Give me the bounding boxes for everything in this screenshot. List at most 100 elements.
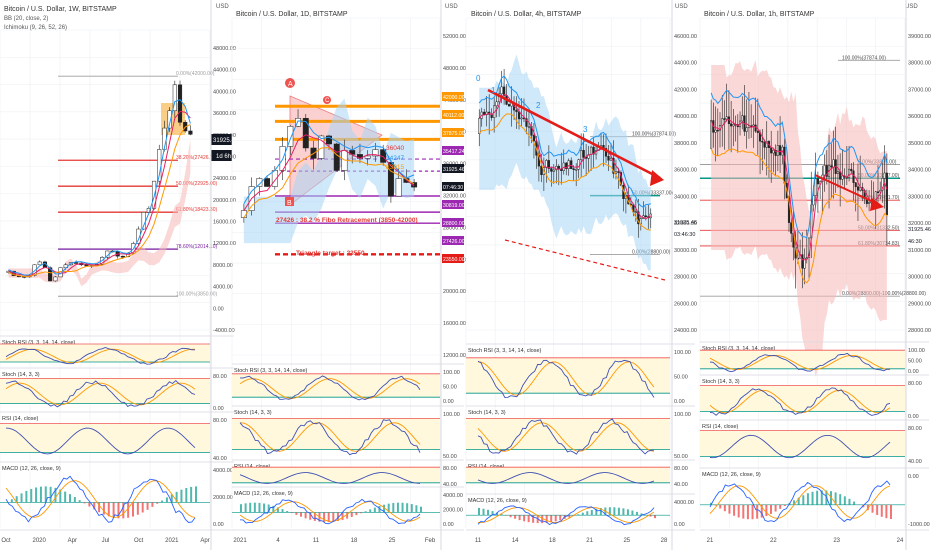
candle-body — [498, 93, 501, 103]
candle-body — [765, 141, 768, 148]
oscillator-line — [709, 352, 891, 373]
y-axis-tick-label: 16000.00 — [443, 321, 466, 327]
indicator-label: RSI (14, close) — [2, 416, 39, 422]
candle-body — [803, 257, 806, 269]
macd-histogram-bar — [281, 509, 284, 513]
candles — [240, 98, 418, 244]
price-tag-text: 42000.00 — [443, 95, 465, 101]
macd-histogram-bar — [527, 515, 530, 523]
x-axis-tick-label: Oct — [134, 538, 144, 544]
overbought-oversold-band — [466, 357, 670, 394]
right-price-tags: 31925.46 46:30 — [908, 227, 931, 245]
price-tag — [442, 164, 464, 173]
trendline-arrow — [870, 198, 884, 211]
candle-body — [730, 123, 733, 127]
candle-body — [188, 130, 193, 135]
indicator-tick-label: 0.00 — [213, 522, 224, 528]
hourly-chart-panel[interactable]: Bitcoin / U.S. Dollar, 1h, BITSTAMP USD … — [699, 0, 931, 550]
macd-histogram-bar — [581, 512, 584, 516]
indicator-tick-label: -1000.00 — [908, 522, 930, 528]
macd-histogram-bar — [843, 496, 846, 505]
macd-histogram-bar — [554, 515, 557, 522]
daily-chart-panel[interactable]: Bitcoin / U.S. Dollar, 1D, BITSTAMP USD … — [231, 0, 466, 550]
candle-body — [881, 178, 884, 191]
macd-histogram-bar — [793, 500, 796, 505]
indicator-tick-label: 4000.00 — [443, 493, 463, 499]
oscillator-line — [239, 498, 421, 525]
price-tag-text: 28800.00 — [443, 221, 465, 227]
x-axis-tick-label: 24 — [897, 538, 904, 544]
signal-line — [477, 361, 655, 396]
candle-body — [814, 178, 817, 196]
candle-body — [841, 175, 844, 180]
indicator-tick-label: 80.00 — [908, 381, 922, 387]
macd-histogram-bar — [779, 504, 782, 509]
fourhour-chart-panel[interactable]: Bitcoin / U.S. Dollar, 4h, BITSTAMP USD … — [465, 0, 697, 550]
indicator-label: Stoch RSI (3, 3, 14, 14, close) — [468, 348, 542, 354]
fib-levels: 0.00%(42000.00) 38.20%(27426.70) 50.00%(22… — [58, 71, 217, 297]
macd-histogram-bar — [165, 497, 168, 503]
macd-histogram-bar — [263, 503, 266, 513]
y-axis-tick-label: 52000.00 — [443, 34, 466, 40]
signal-line — [477, 472, 655, 484]
macd-histogram-bar — [383, 504, 386, 513]
right-price-tags: 42000.00 40112.00 37875.00 35417.24 31925.46… — [442, 92, 465, 263]
macd-histogram-bar — [742, 504, 745, 519]
indicator-tick-label: 40.00 — [908, 459, 922, 465]
indicator-tick-label: 80.00 — [443, 466, 457, 472]
macd-histogram-bar — [871, 504, 874, 513]
macd-histogram-bar — [132, 502, 134, 517]
wave-label-1: 1 — [491, 86, 496, 95]
indicator-tick-label: 4000.00 — [674, 500, 694, 506]
indicator-pane: Stoch RSI (3, 3, 14, 14, close) 100.00 50.… — [700, 346, 925, 375]
y-axis-labels: 46000.00 44000.00 42000.00 40000.00 38000.00… — [674, 34, 697, 334]
macd-histogram-bar — [599, 508, 602, 516]
macd-histogram-bar — [355, 512, 358, 516]
x-axis-tick-label: 2021 — [233, 538, 247, 544]
macd-histogram-bar — [890, 504, 892, 520]
overbought-oversold-band — [0, 344, 210, 362]
indicator-tick-label: 0.00 — [908, 414, 919, 420]
x-axis-tick-label: Feb — [425, 538, 436, 544]
x-axis-tick-label: 11 — [313, 538, 320, 544]
oscillator-line — [477, 418, 655, 455]
indicator-tick-label: 0.00 — [908, 474, 919, 480]
fib-level-label: 50.00%(33337.00) — [632, 191, 673, 197]
macd-histogram-bar — [341, 512, 344, 520]
price-tag — [442, 128, 464, 137]
indicator-pane: Stoch RSI (3, 3, 14, 14, close) — [0, 340, 210, 365]
macd-histogram-bar — [631, 510, 634, 516]
macd-histogram-bar — [410, 504, 413, 513]
candle-body — [547, 160, 550, 169]
candle-body — [774, 149, 777, 156]
oscillator-line — [239, 375, 421, 401]
y-axis-tick-label: 8000.00 — [213, 263, 233, 269]
candle-body — [612, 157, 615, 174]
price-tag — [442, 110, 464, 119]
candle-body — [53, 276, 58, 282]
indicator-pane: Stoch (14, 3, 3) 100.00 50.00 — [466, 410, 691, 460]
candle-body — [167, 110, 172, 129]
candle-body — [745, 127, 748, 132]
macd-histogram-bar — [136, 502, 139, 515]
macd-histogram-bar — [336, 512, 339, 522]
price-tag — [442, 236, 464, 245]
weekly-chart-panel[interactable]: Bitcoin / U.S. Dollar, 1W, BITSTAMP BB (… — [0, 0, 239, 550]
y-axis-labels: 48000.0044000.0040000.0036000.0032000.00… — [213, 46, 236, 334]
candle-body — [577, 159, 580, 170]
macd-histogram-bar — [15, 496, 18, 503]
level-label-3: 33915 — [386, 164, 404, 171]
macd-histogram-bar — [30, 488, 33, 503]
macd-histogram-bar — [733, 504, 736, 516]
indicator-tick-label: 100.00 — [443, 412, 460, 418]
macd-histogram-bar — [98, 502, 101, 513]
overbought-oversold-band — [0, 378, 210, 404]
macd-histogram-bar — [272, 505, 275, 513]
candle-body — [515, 109, 518, 113]
fibo-annotation: 27426 : 38.2 % Fibo Retracement (3850-42… — [276, 217, 418, 224]
macd-histogram-bar — [44, 486, 47, 503]
ema-line — [478, 93, 652, 220]
macd-histogram-bar — [719, 504, 722, 509]
candle-body — [565, 162, 568, 169]
